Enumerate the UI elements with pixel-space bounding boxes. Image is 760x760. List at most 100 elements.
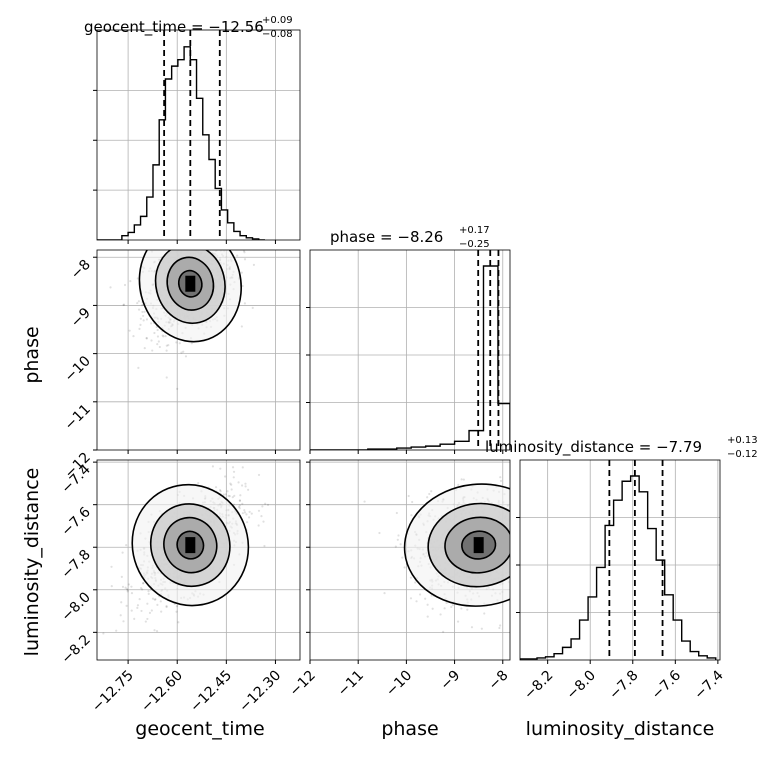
scatter-point bbox=[527, 543, 529, 545]
scatter-point bbox=[146, 617, 149, 621]
scatter-point bbox=[224, 247, 226, 249]
scatter-point bbox=[383, 592, 386, 595]
scatter-point bbox=[499, 479, 503, 483]
scatter-point bbox=[154, 598, 157, 601]
scatter-point bbox=[532, 528, 534, 530]
scatter-point bbox=[457, 483, 460, 486]
scatter-point bbox=[516, 537, 518, 539]
scatter-point bbox=[470, 626, 474, 629]
scatter-point bbox=[537, 524, 539, 526]
scatter-point bbox=[222, 231, 224, 233]
x-tick-label-luminosity_distance: −8.2 bbox=[521, 668, 556, 703]
scatter-point bbox=[223, 233, 225, 235]
scatter-point bbox=[224, 232, 226, 234]
scatter-point bbox=[122, 303, 126, 306]
scatter-point bbox=[215, 225, 217, 227]
scatter-point bbox=[378, 531, 381, 535]
scatter-point bbox=[121, 585, 125, 588]
corner-panels bbox=[97, 30, 720, 660]
scatter-point bbox=[127, 583, 130, 586]
scatter-point bbox=[523, 555, 525, 557]
panel-frame bbox=[96, 249, 301, 451]
panel-luminosity_distance-vs-luminosity_distance bbox=[520, 460, 720, 660]
scatter-point bbox=[554, 604, 556, 606]
title-median: −7.79 bbox=[656, 438, 702, 456]
scatter-point bbox=[525, 530, 527, 532]
scatter-point bbox=[138, 598, 141, 601]
scatter-point bbox=[535, 553, 537, 555]
scatter-point bbox=[115, 629, 118, 632]
scatter-point bbox=[513, 524, 515, 526]
scatter-point bbox=[566, 534, 568, 536]
scatter-point bbox=[125, 587, 129, 591]
scatter-point bbox=[538, 556, 540, 558]
scatter-point bbox=[247, 488, 250, 491]
scatter-point bbox=[522, 566, 524, 568]
scatter-point bbox=[424, 597, 427, 600]
scatter-point bbox=[223, 246, 225, 248]
scatter-point bbox=[238, 504, 241, 507]
title-median: −12.56 bbox=[208, 18, 264, 36]
scatter-point bbox=[248, 510, 251, 513]
scatter-point bbox=[526, 545, 528, 547]
scatter-point bbox=[230, 483, 233, 486]
scatter-point bbox=[227, 494, 230, 497]
x-tick-label-geocent_time: −12.60 bbox=[138, 668, 186, 716]
scatter-point bbox=[122, 620, 125, 623]
scatter-point bbox=[442, 630, 445, 633]
scatter-point bbox=[521, 525, 523, 527]
density-contours bbox=[138, 250, 242, 343]
panel-frame bbox=[309, 249, 511, 451]
scatter-point bbox=[222, 235, 224, 237]
scatter-point bbox=[155, 325, 158, 329]
scatter-point bbox=[530, 526, 532, 528]
x-tick-label-geocent_time: −12.45 bbox=[187, 668, 235, 716]
scatter-point bbox=[533, 528, 535, 530]
scatter-point bbox=[226, 246, 228, 248]
scatter-point bbox=[513, 537, 515, 539]
scatter-point bbox=[540, 530, 542, 532]
scatter-point bbox=[498, 626, 501, 630]
scatter-point bbox=[187, 237, 189, 239]
scatter-point bbox=[126, 590, 129, 593]
scatter-point bbox=[124, 586, 127, 589]
scatter-point bbox=[125, 544, 128, 547]
scatter-point bbox=[157, 340, 160, 343]
scatter-point bbox=[137, 300, 140, 303]
scatter-point bbox=[237, 505, 241, 508]
scatter-point bbox=[136, 606, 139, 609]
density-peak bbox=[185, 537, 196, 554]
scatter-point bbox=[243, 511, 247, 514]
scatter-point bbox=[130, 585, 133, 588]
scatter-point bbox=[521, 528, 523, 530]
scatter-point bbox=[456, 620, 460, 623]
scatter-point bbox=[525, 525, 527, 527]
scatter-point bbox=[522, 542, 524, 544]
panel-luminosity_distance-vs-geocent_time bbox=[97, 460, 300, 660]
x-axis-label-geocent-time: geocent_time bbox=[135, 718, 264, 740]
x-tick-label-geocent_time: −12.75 bbox=[89, 668, 137, 716]
scatter-point bbox=[120, 575, 123, 579]
scatter-point bbox=[522, 553, 524, 555]
title-plus-error: +0.17 bbox=[459, 225, 490, 236]
scatter-point bbox=[156, 335, 160, 338]
scatter-point bbox=[240, 271, 243, 274]
y-tick-label-luminosity_distance: −8.2 bbox=[58, 632, 93, 667]
scatter-point bbox=[212, 232, 214, 234]
scatter-point bbox=[185, 247, 187, 249]
scatter-point bbox=[190, 342, 193, 345]
scatter-point bbox=[192, 246, 194, 248]
scatter-point bbox=[450, 605, 453, 609]
x-tick-label-geocent_time: −12.30 bbox=[236, 668, 284, 716]
scatter-point bbox=[562, 514, 564, 516]
svg-text:phase = −8.26: phase = −8.26 bbox=[330, 228, 443, 246]
scatter-point bbox=[262, 234, 264, 236]
scatter-point bbox=[204, 219, 206, 221]
x-tick-label-luminosity_distance: −7.6 bbox=[649, 667, 684, 702]
scatter-point bbox=[514, 494, 516, 496]
scatter-point bbox=[224, 475, 227, 478]
scatter-point bbox=[179, 205, 181, 207]
title-param-name: phase bbox=[330, 228, 375, 246]
scatter-point bbox=[133, 617, 136, 620]
scatter-point bbox=[109, 286, 112, 289]
